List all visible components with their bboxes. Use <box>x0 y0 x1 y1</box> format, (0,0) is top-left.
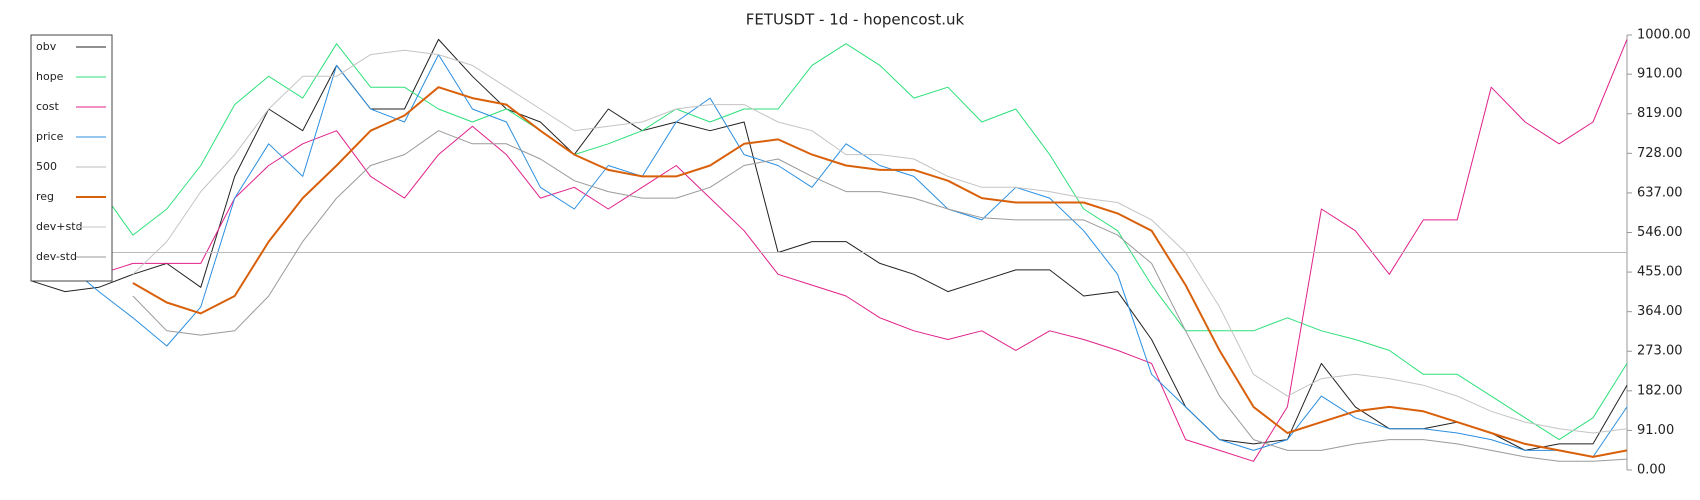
y-tick-label: 546.00 <box>1637 225 1683 240</box>
y-tick-label: 728.00 <box>1637 146 1683 161</box>
series-line <box>30 43 1628 441</box>
legend-label: reg <box>36 190 54 203</box>
series-line <box>30 39 1628 462</box>
chart-title: FETUSDT - 1d - hopencost.uk <box>746 11 965 29</box>
series-line <box>30 38 1628 451</box>
y-tick-label: 1000.00 <box>1637 28 1691 43</box>
legend: obv hope cost price 500 reg dev+std dev-std <box>30 34 113 282</box>
y-tick-label: 0.00 <box>1637 463 1666 478</box>
y-tick-label: 455.00 <box>1637 265 1683 280</box>
plot-area <box>30 38 1628 462</box>
y-tick-label: 364.00 <box>1637 304 1683 319</box>
legend-label: hope <box>36 70 64 83</box>
y-tick-label: 273.00 <box>1637 344 1683 359</box>
y-tick-label: 910.00 <box>1637 67 1683 82</box>
legend-label: dev+std <box>36 220 83 233</box>
y-tick-label: 637.00 <box>1637 185 1683 200</box>
y-tick-label: 91.00 <box>1637 423 1674 438</box>
legend-label: price <box>36 130 64 143</box>
legend-label: obv <box>36 40 57 53</box>
series-line <box>30 54 1628 458</box>
legend-label: 500 <box>36 160 57 173</box>
series-line <box>132 49 1628 434</box>
y-tick-label: 182.00 <box>1637 383 1683 398</box>
series-line <box>132 130 1628 462</box>
legend-box <box>30 34 113 282</box>
legend-label: cost <box>36 100 60 113</box>
series-line <box>132 86 1628 458</box>
y-tick-label: 819.00 <box>1637 106 1683 121</box>
legend-label: dev-std <box>36 250 77 263</box>
